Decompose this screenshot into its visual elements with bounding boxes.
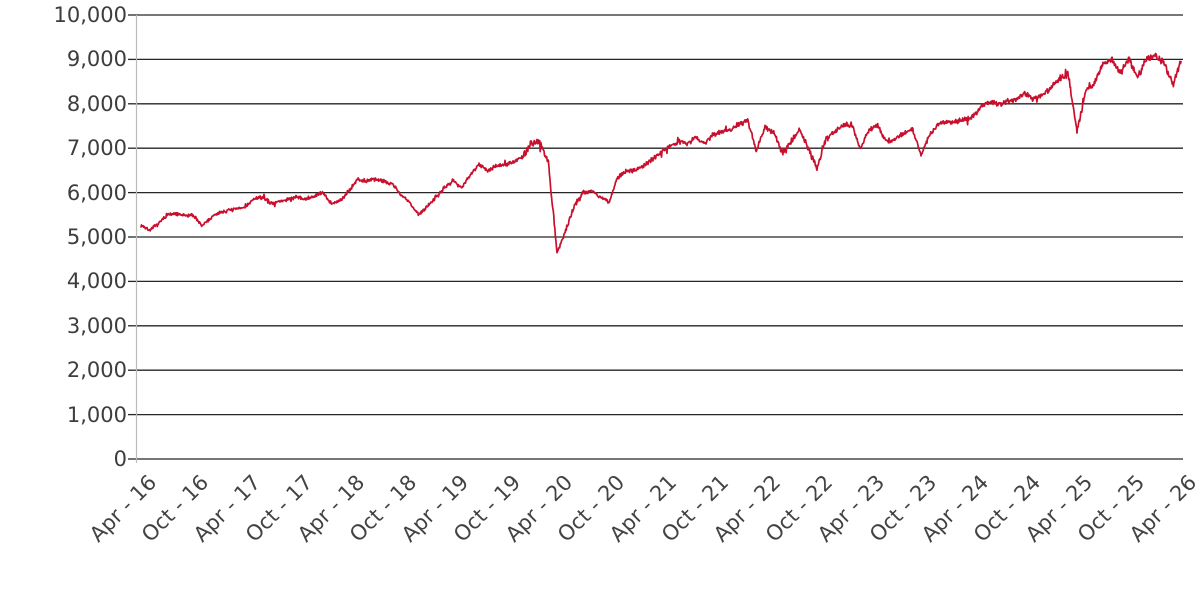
y-tick-label: 3,000 bbox=[66, 313, 127, 338]
price-line bbox=[140, 52, 1182, 254]
y-tick-label: 10,000 bbox=[53, 3, 127, 27]
y-tick-label: 8,000 bbox=[66, 91, 127, 116]
y-tick-label: 5,000 bbox=[66, 225, 127, 249]
y-tick-label: 7,000 bbox=[66, 136, 127, 161]
y-tick-label: 1,000 bbox=[66, 402, 127, 427]
y-tick-label: 0 bbox=[113, 447, 127, 471]
y-tick-label: 4,000 bbox=[66, 269, 127, 294]
y-tick-label: 6,000 bbox=[66, 180, 127, 205]
y-tick-label: 2,000 bbox=[66, 358, 127, 383]
y-tick-label: 9,000 bbox=[66, 47, 127, 72]
